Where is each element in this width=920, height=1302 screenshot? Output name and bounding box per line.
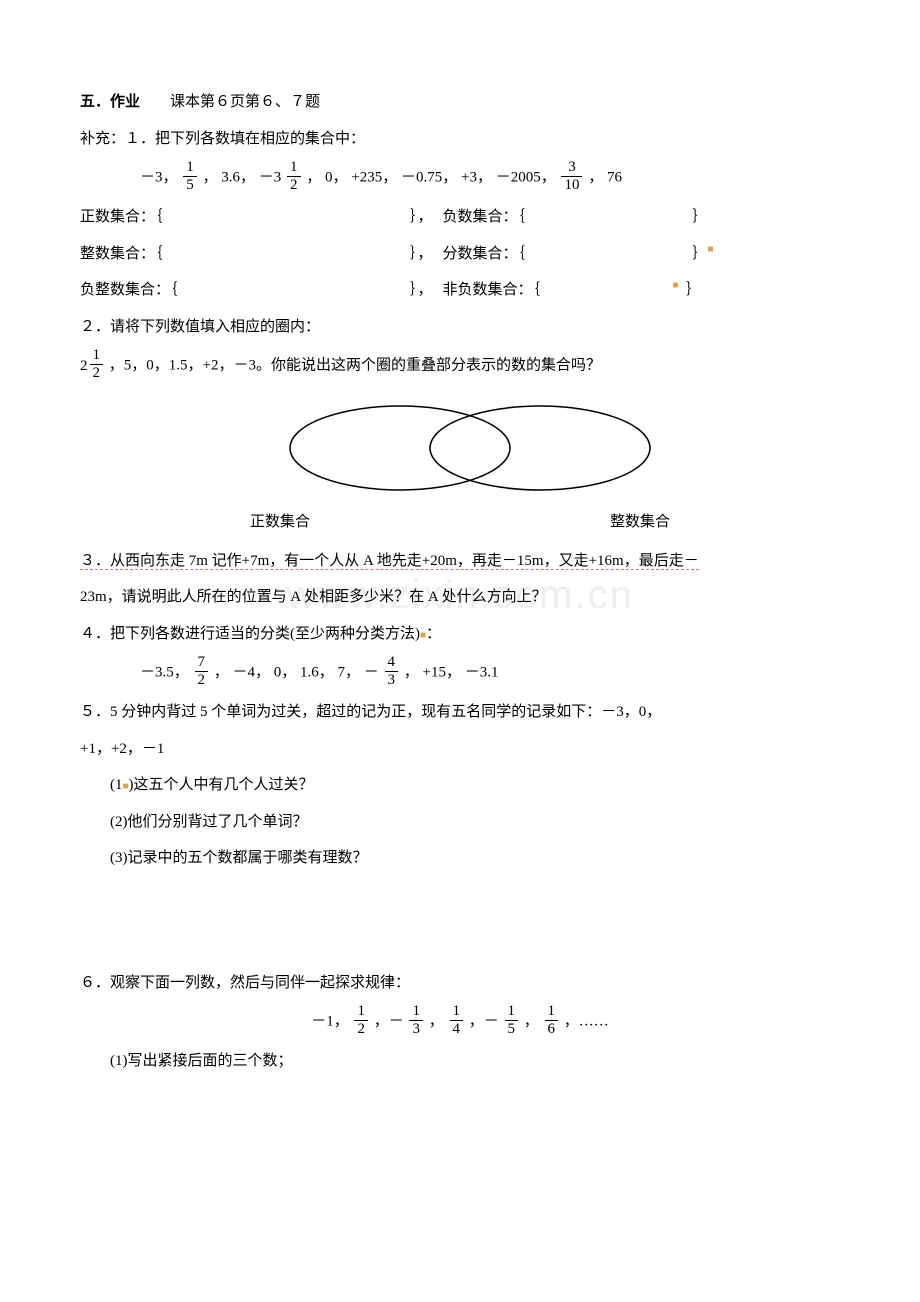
pos-set-label: 正数集合：｛ <box>80 209 163 225</box>
frac-1-5: 15 <box>183 159 197 193</box>
q1-n-end: ， 76 <box>588 169 622 185</box>
nonneg-set-close: ｝ <box>686 276 701 305</box>
dot-icon-2: ■ <box>673 276 679 305</box>
venn-right-label: 整数集合 <box>610 508 670 537</box>
section-5-bold: 五．作业 <box>80 94 140 110</box>
q5-line2: +1，+2，－1 <box>80 735 840 764</box>
q1-n-pre: －3， <box>140 169 178 185</box>
neg-set-close: ｝ <box>693 203 708 232</box>
frac-1-2-b: 12 <box>354 1003 368 1037</box>
q1-numbers: －3， 15 ， 3.6， －3 12 ， 0， +235， －0.75， +3… <box>80 161 840 195</box>
spacer <box>80 881 840 961</box>
frac-3-10: 310 <box>561 159 582 193</box>
frac-1-5-b: 15 <box>505 1003 519 1037</box>
q1-sets-row2: 整数集合：｛ ｝， 分数集合：｛ ｝■ <box>80 240 840 269</box>
q1-n-mid2: ， 0， +235， －0.75， +3， －2005， <box>306 169 555 185</box>
int-set-close: ｝， <box>410 240 433 269</box>
q3-block: www.zixin.com.cn ３．从西向东走 7m 记作+7m，有一个人从 … <box>80 547 840 612</box>
frac-set-label: 分数集合：｛ <box>443 246 526 262</box>
q2-numbers: 212 ，5，0，1.5，+2，－3。你能说出这两个圈的重叠部分表示的数的集合吗… <box>80 349 840 383</box>
frac-1-6: 16 <box>545 1003 559 1037</box>
mixed-2-1-2: 212 <box>80 349 105 383</box>
pos-set-close: ｝， <box>410 203 433 232</box>
negint-set-close: ｝， <box>410 276 433 305</box>
frac-7-2: 72 <box>195 654 209 688</box>
supp-q1-prompt: 补充：１．把下列各数填在相应的集合中： <box>80 125 840 154</box>
q2-nums-rest: ，5，0，1.5，+2，－3。你能说出这两个圈的重叠部分表示的数的集合吗？ <box>109 357 601 373</box>
q2-prompt: ２．请将下列数值填入相应的圈内： <box>80 313 840 342</box>
q5-sub2: (2)他们分别背过了几个单词？ <box>80 808 840 837</box>
neg-set-label: 负数集合：｛ <box>443 209 526 225</box>
q4-prompt: ４．把下列各数进行适当的分类(至少两种分类方法)■： <box>80 620 840 649</box>
frac-4-3: 43 <box>385 654 399 688</box>
q6-sequence: －1， 12 ，－ 13 ， 14 ，－ 15 ， 16 ，…… <box>80 1005 840 1039</box>
q1-sets-row1: 正数集合：｛ ｝， 负数集合：｛ ｝ <box>80 203 840 232</box>
q1-n-mid1: ， 3.6， －3 <box>203 169 282 185</box>
q6-prompt: ６．观察下面一列数，然后与同伴一起探求规律： <box>80 969 840 998</box>
venn-diagram <box>250 393 670 503</box>
q1-sets-row3: 负整数集合：｛ ｝， 非负数集合：｛ ■ ｝ <box>80 276 840 305</box>
q3-line2: 23m，请说明此人所在的位置与 A 处相距多少米？在 A 处什么方向上？ <box>80 583 840 612</box>
section-5-title: 五．作业 课本第６页第６、７题 <box>80 88 840 117</box>
venn-left-label: 正数集合 <box>250 508 310 537</box>
dot-icon-1: ■ <box>708 240 714 269</box>
frac-1-2-a: 12 <box>287 159 301 193</box>
q3-line1: ３．从西向东走 7m 记作+7m，有一个人从 A 地先走+20m，再走－15m，… <box>80 547 840 576</box>
dot-icon-4: ■ <box>123 781 129 792</box>
q6-sub1: (1)写出紧接后面的三个数； <box>80 1047 840 1076</box>
nonneg-set-label: 非负数集合：｛ <box>443 282 541 298</box>
section-5-rest: 课本第６页第６、７题 <box>140 94 320 110</box>
venn-labels: 正数集合 整数集合 <box>210 508 710 537</box>
int-set-label: 整数集合：｛ <box>80 246 163 262</box>
negint-set-label: 负整数集合：｛ <box>80 282 178 298</box>
dot-icon-3: ■ <box>420 630 426 641</box>
frac-1-4: 14 <box>450 1003 464 1037</box>
page-container: 五．作业 课本第６页第６、７题 补充：１．把下列各数填在相应的集合中： －3， … <box>0 0 920 1124</box>
q1-prompt: １．把下列各数填在相应的集合中： <box>125 131 365 147</box>
supp-label: 补充： <box>80 131 125 147</box>
q5-sub1: (1■)这五个人中有几个人过关？ <box>80 771 840 800</box>
q5-line1: ５．5 分钟内背过 5 个单词为过关，超过的记为正，现有五名同学的记录如下：－3… <box>80 698 840 727</box>
q5-sub3: (3)记录中的五个数都属于哪类有理数？ <box>80 844 840 873</box>
frac-set-close: ｝ <box>693 240 708 269</box>
frac-1-3: 13 <box>409 1003 423 1037</box>
q4-numbers: －3.5， 72 ， －4， 0， 1.6， 7， － 43 ， +15， －3… <box>80 656 840 690</box>
